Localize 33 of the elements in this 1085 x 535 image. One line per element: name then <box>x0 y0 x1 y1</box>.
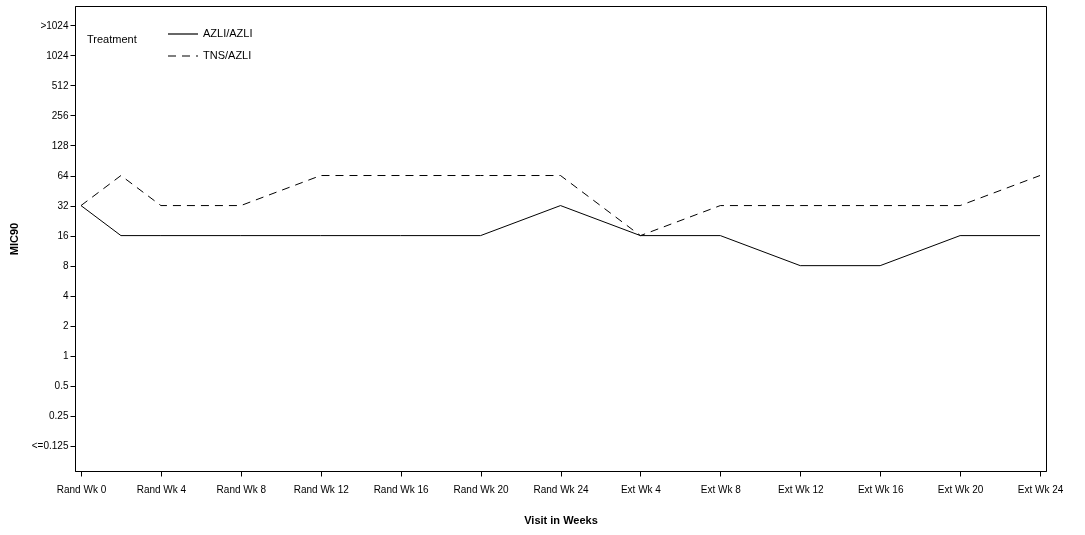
y-tick-label: 16 <box>57 230 69 242</box>
x-tick-label: Rand Wk 8 <box>216 483 267 495</box>
y-tick-label: 4 <box>62 290 69 302</box>
x-tick-label: Ext Wk 8 <box>700 483 742 495</box>
x-tick-label: Ext Wk 20 <box>937 483 984 495</box>
x-axis-title: Visit in Weeks <box>524 513 598 526</box>
x-tick-label: Rand Wk 16 <box>373 483 430 495</box>
legend-label: TNS/AZLI <box>203 49 252 61</box>
y-tick-label: 512 <box>51 79 69 91</box>
y-tick-label: <=0.125 <box>31 440 69 452</box>
x-tick-label: Rand Wk 4 <box>136 483 187 495</box>
legend-label: AZLI/AZLI <box>203 27 253 39</box>
y-tick-label: 2 <box>62 320 69 332</box>
x-tick-label: Rand Wk 0 <box>56 483 107 495</box>
x-tick-label: Rand Wk 12 <box>293 483 350 495</box>
y-tick-label: 1 <box>62 350 69 362</box>
x-tick-label: Rand Wk 20 <box>453 483 510 495</box>
y-tick-label: >1024 <box>40 19 69 31</box>
y-tick-label: 128 <box>51 139 69 151</box>
x-tick-label: Ext Wk 16 <box>857 483 904 495</box>
y-tick-label: 256 <box>51 109 69 121</box>
y-tick-label: 0.5 <box>54 380 69 392</box>
y-tick-label: 8 <box>62 260 69 272</box>
y-axis-title: MIC90 <box>7 222 20 256</box>
x-tick-label: Ext Wk 24 <box>1017 483 1064 495</box>
x-tick-label: Ext Wk 4 <box>620 483 662 495</box>
y-tick-label: 1024 <box>46 49 69 61</box>
x-tick-label: Rand Wk 24 <box>533 483 589 495</box>
y-tick-label: 64 <box>57 170 69 182</box>
x-tick-label: Ext Wk 12 <box>777 483 824 495</box>
y-tick-label: 32 <box>57 200 69 212</box>
y-tick-label: 0.25 <box>49 410 69 422</box>
legend-title: Treatment <box>87 33 137 45</box>
